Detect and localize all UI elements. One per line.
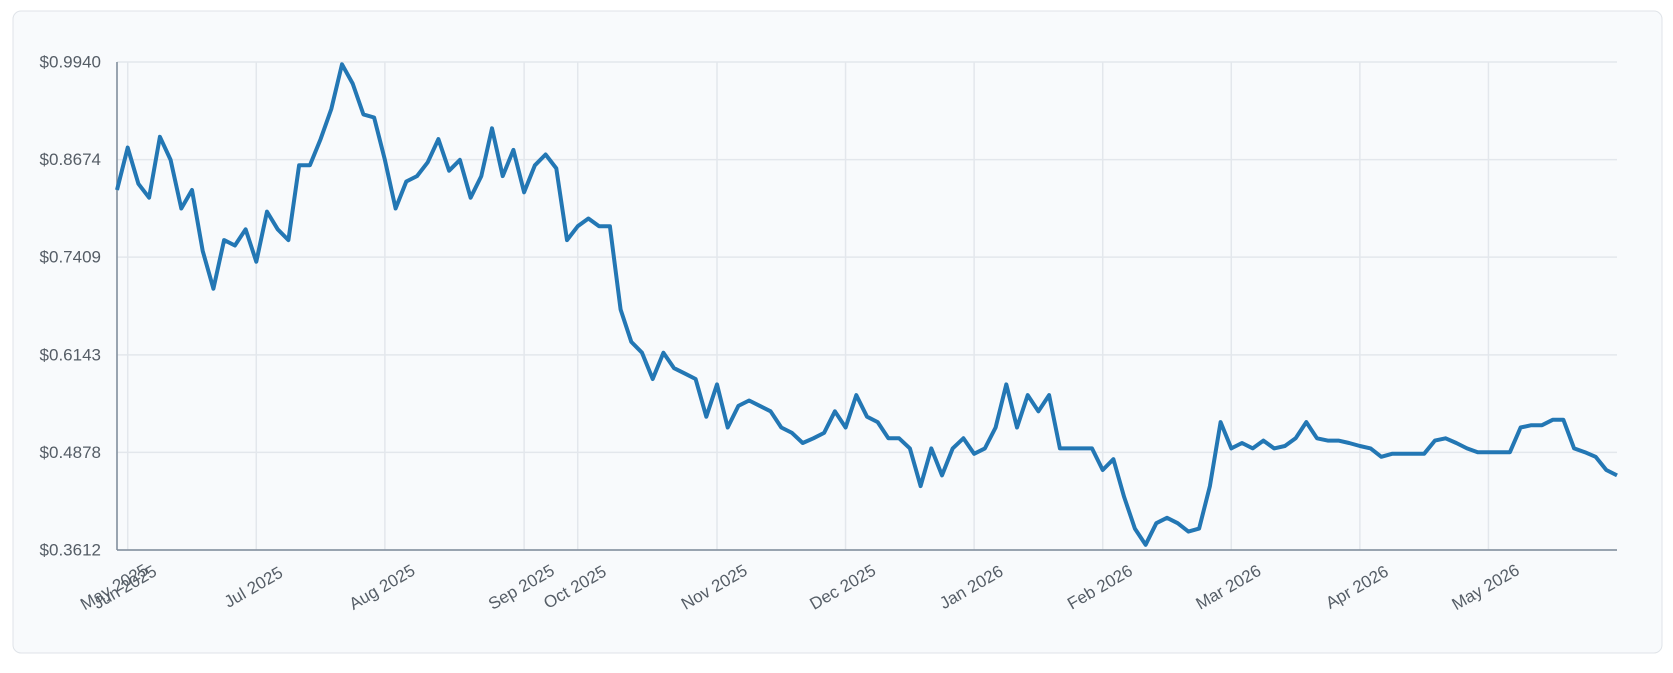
chart-panel	[12, 10, 1663, 654]
line-series	[115, 62, 1618, 547]
y-tick-label: $0.7409	[40, 248, 101, 267]
y-tick-label: $0.8674	[40, 150, 101, 169]
y-tick-label: $0.6143	[40, 345, 101, 364]
y-tick-label: $0.4878	[40, 443, 101, 462]
y-tick-label: $0.3612	[40, 540, 101, 559]
y-tick-label: $0.9940	[40, 52, 101, 71]
